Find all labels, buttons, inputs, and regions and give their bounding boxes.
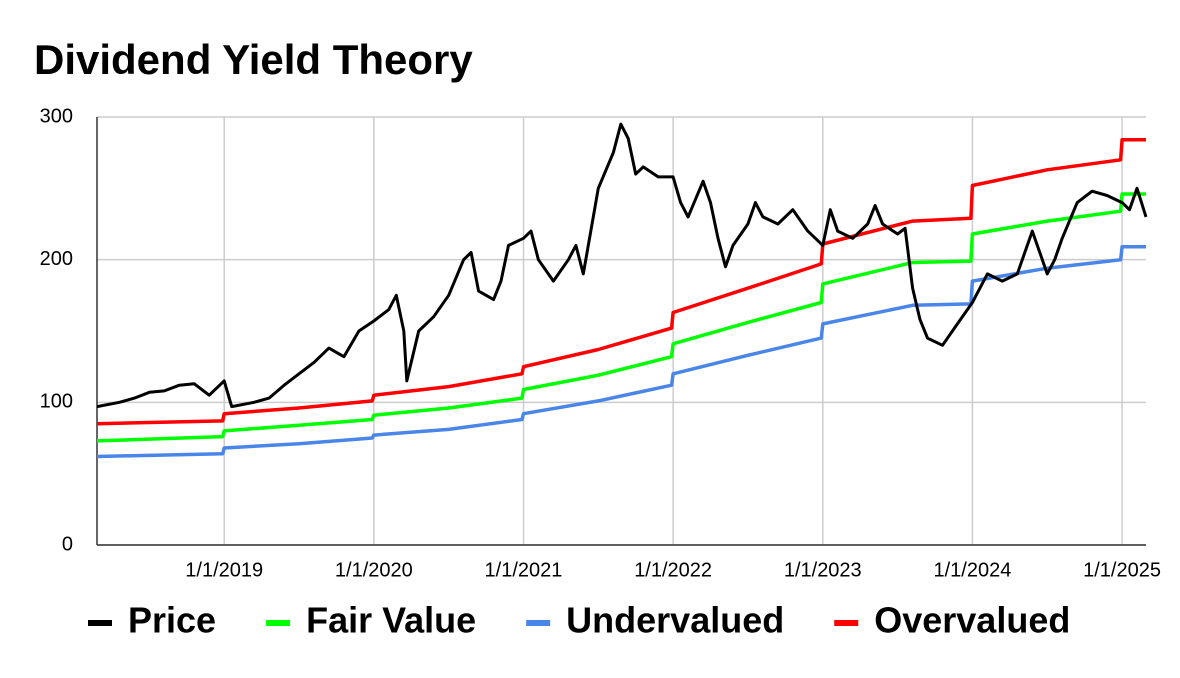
x-tick-label: 1/1/2023 xyxy=(784,559,862,581)
x-tick-label: 1/1/2019 xyxy=(185,559,263,581)
x-tick-label: 1/1/2025 xyxy=(1083,559,1161,581)
chart-title: Dividend Yield Theory xyxy=(34,36,473,83)
legend-label: Fair Value xyxy=(306,600,476,641)
x-tick-label: 1/1/2024 xyxy=(933,559,1011,581)
x-tick-label: 1/1/2020 xyxy=(335,559,413,581)
legend-label: Undervalued xyxy=(566,600,784,641)
x-tick-label: 1/1/2021 xyxy=(485,559,563,581)
series-line xyxy=(96,192,1146,443)
legend-label: Overvalued xyxy=(874,600,1070,641)
y-tick-label: 300 xyxy=(40,105,73,127)
x-tick-label: 1/1/2022 xyxy=(634,559,712,581)
y-tick-label: 100 xyxy=(40,391,73,413)
y-tick-label: 0 xyxy=(62,533,73,555)
series-line xyxy=(96,138,1146,426)
series-line xyxy=(96,122,1148,409)
legend-label: Price xyxy=(128,600,216,641)
series-line xyxy=(96,245,1146,459)
y-tick-label: 200 xyxy=(40,248,73,270)
